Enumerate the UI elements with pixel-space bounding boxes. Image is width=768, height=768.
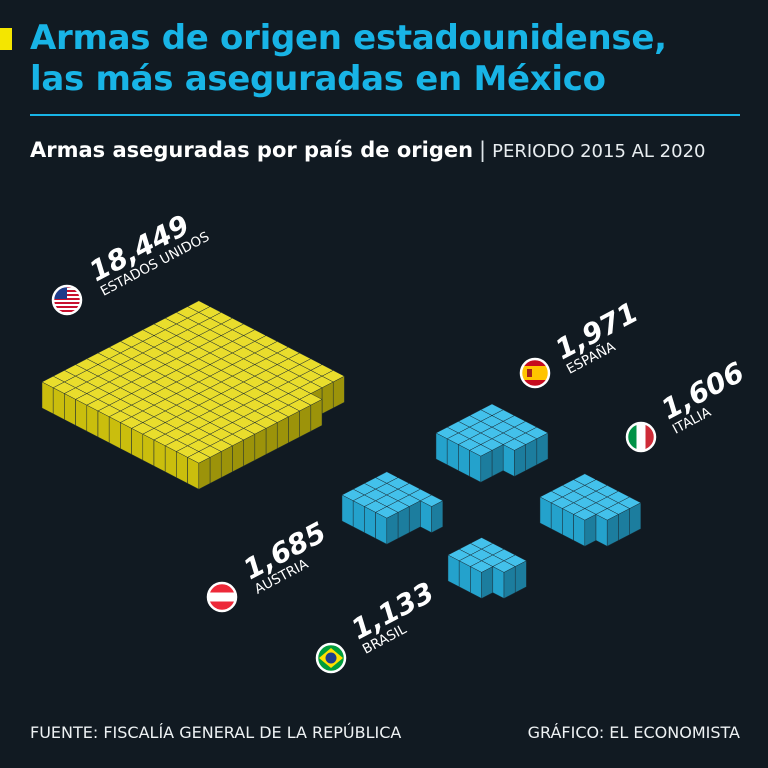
blocks-estados-unidos bbox=[41, 300, 345, 490]
blocks-austria bbox=[341, 471, 444, 545]
block-austria bbox=[375, 506, 399, 545]
blocks-espana bbox=[435, 403, 549, 483]
italy-flag-icon bbox=[625, 421, 657, 453]
block-espana bbox=[502, 438, 527, 477]
title-line-2: las más aseguradas en México bbox=[30, 59, 606, 99]
subtitle-separator: | bbox=[479, 138, 487, 162]
block-estados-unidos bbox=[187, 451, 211, 490]
chart-subtitle: Armas aseguradas por país de origen | PERI… bbox=[30, 136, 706, 166]
block-groups bbox=[41, 300, 642, 599]
block-brasil bbox=[469, 560, 494, 599]
blocks-italia bbox=[539, 473, 642, 547]
title-line-1: Armas de origen estadounidense, bbox=[30, 18, 667, 58]
spain-flag-icon bbox=[519, 357, 551, 389]
title-accent-marker bbox=[0, 28, 12, 50]
block-espana bbox=[469, 444, 493, 483]
us-flag-icon bbox=[51, 284, 83, 316]
block-italia bbox=[595, 508, 619, 547]
graphic-credit: GRÁFICO: EL ECONOMISTA bbox=[527, 723, 740, 742]
subtitle-text: Armas aseguradas por país de origen bbox=[30, 138, 474, 162]
period-label: PERIODO 2015 AL 2020 bbox=[492, 141, 706, 162]
page-title: Armas de origen estadounidense, las más … bbox=[30, 18, 667, 100]
block-italia bbox=[573, 508, 597, 547]
blocks-brasil bbox=[447, 537, 527, 599]
block-austria bbox=[419, 494, 444, 533]
block-brasil bbox=[492, 560, 516, 599]
title-divider bbox=[30, 114, 740, 116]
austria-flag-icon bbox=[206, 581, 238, 613]
brazil-flag-icon bbox=[315, 642, 347, 674]
source-note: FUENTE: FISCALÍA GENERAL DE LA REPÚBLICA bbox=[30, 723, 402, 742]
block-italia bbox=[606, 502, 631, 541]
